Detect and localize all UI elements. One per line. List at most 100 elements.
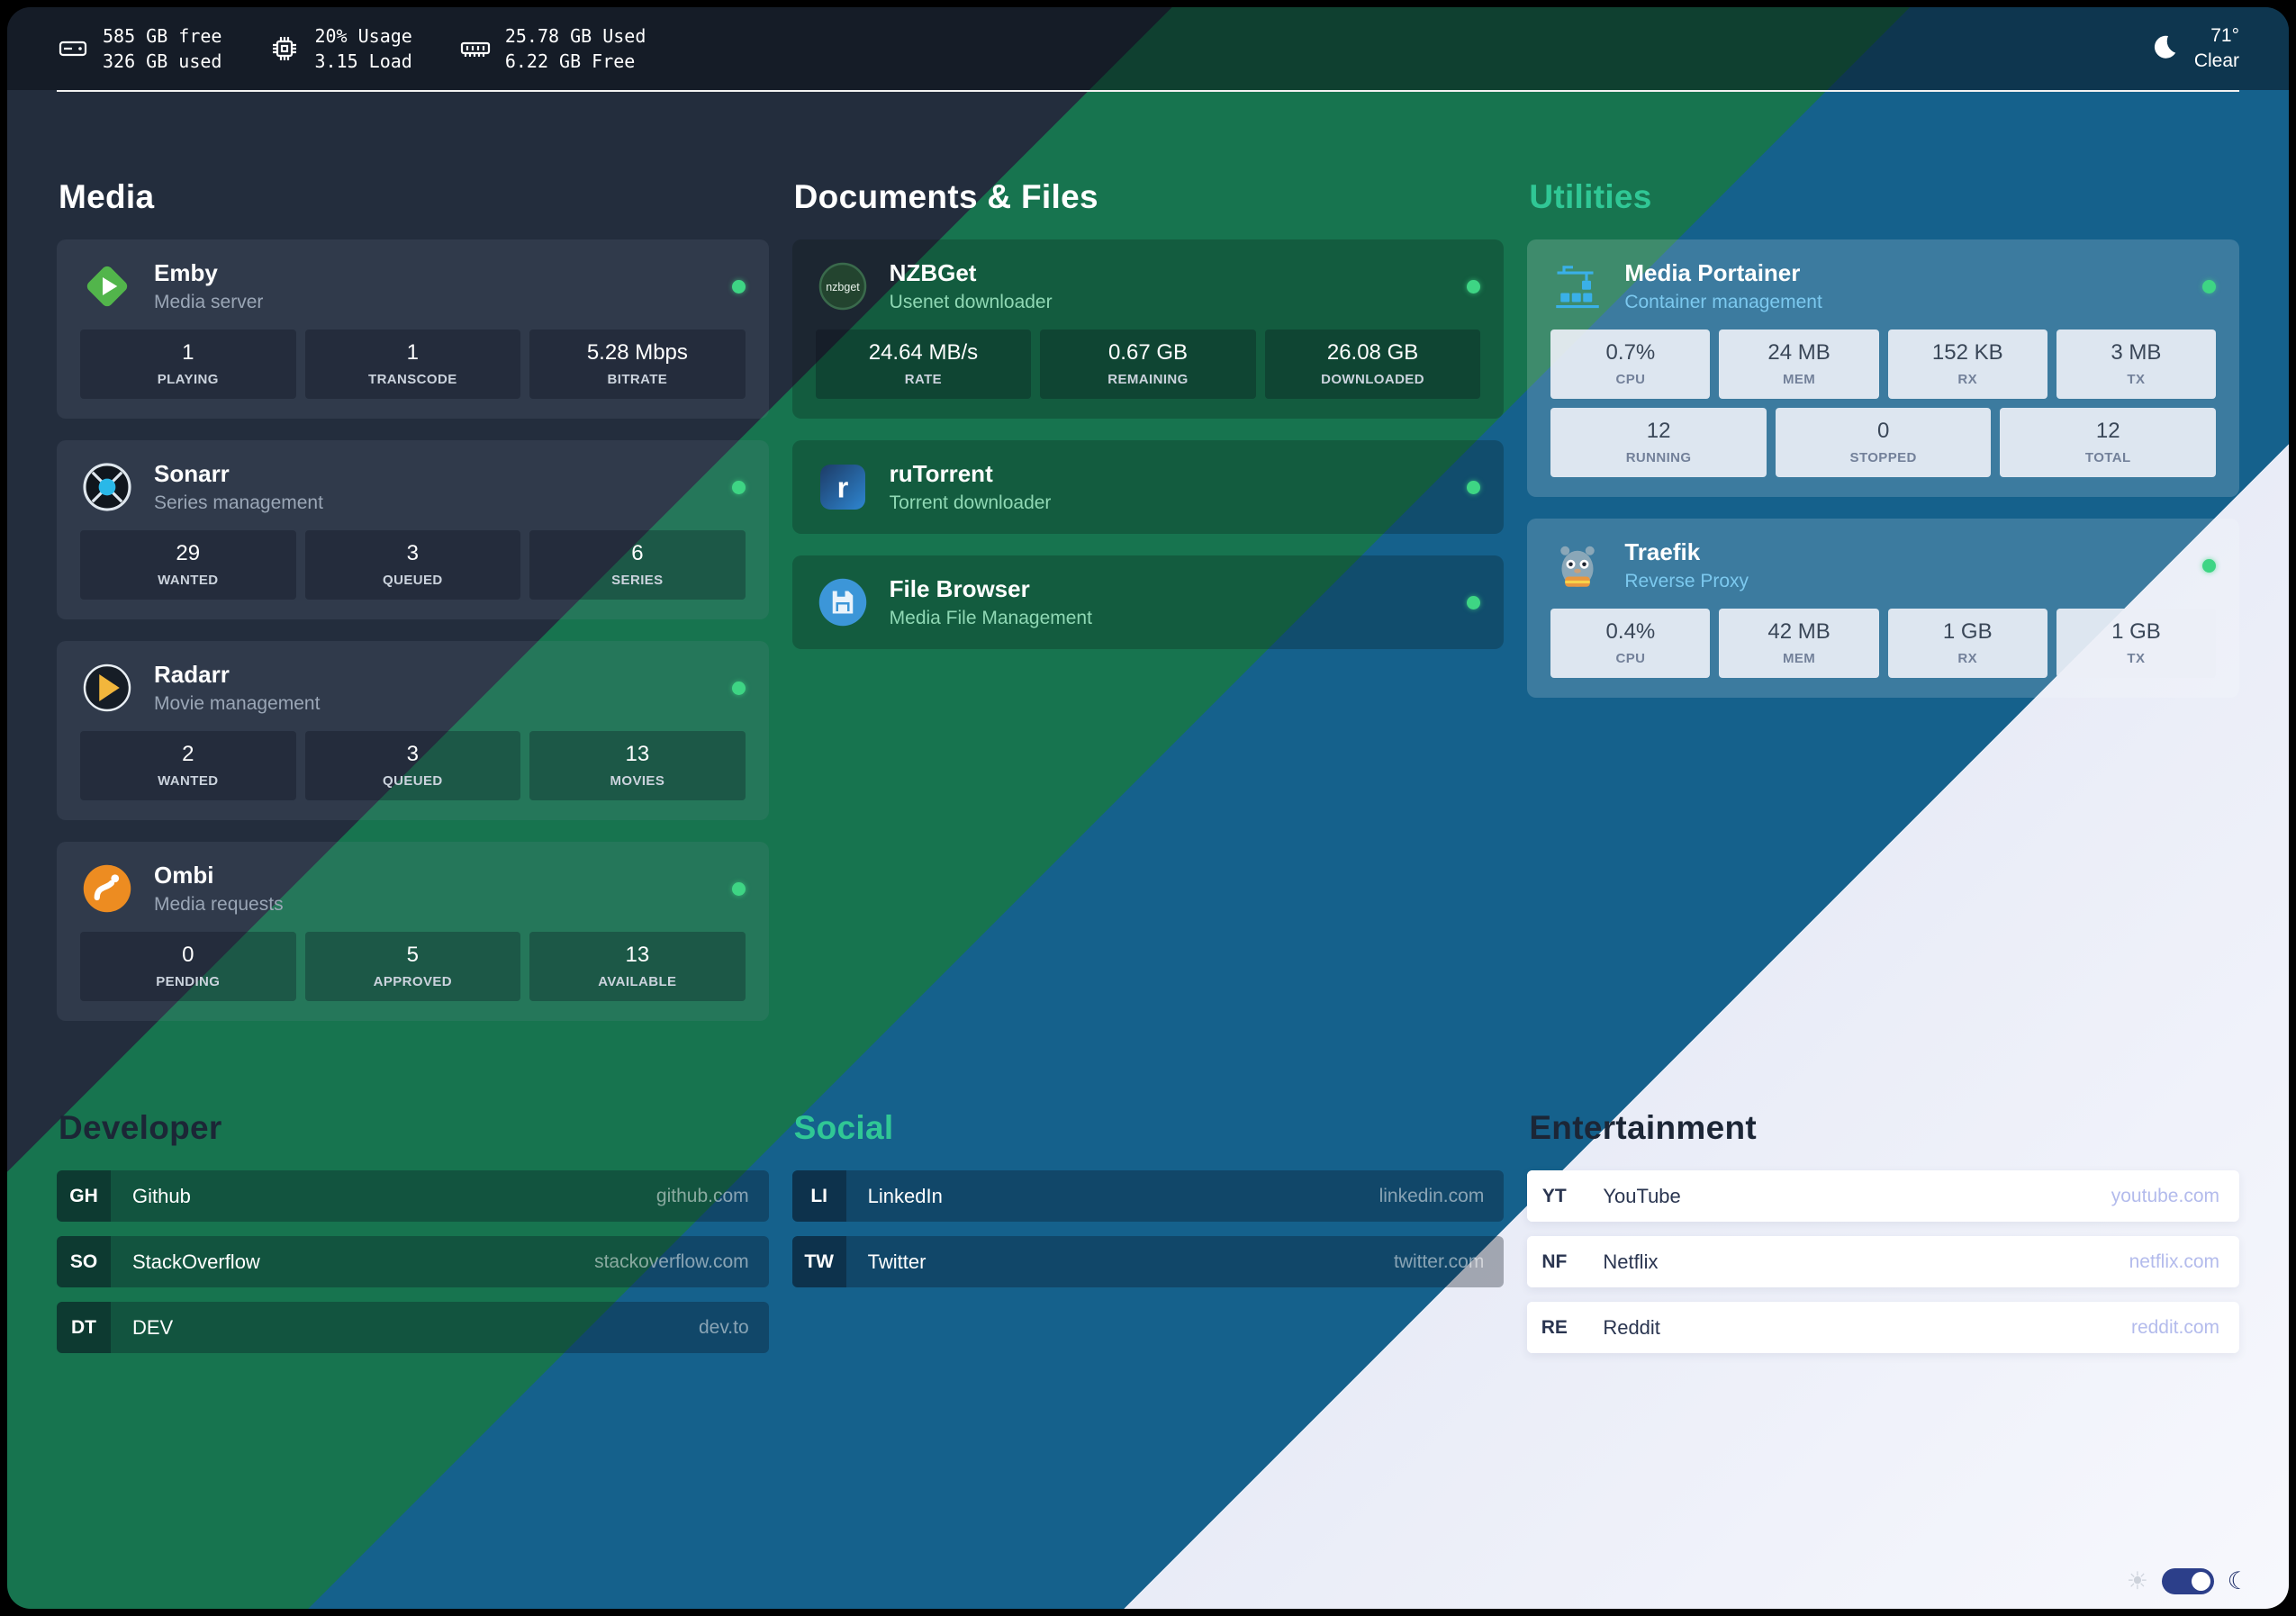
service-subtitle: Movie management — [154, 693, 321, 714]
svg-text:r: r — [836, 471, 848, 503]
link-abbr-badge: LI — [791, 1170, 846, 1222]
disk-stats-text: 585 GB free 326 GB used — [103, 23, 221, 74]
link-twitter[interactable]: TW Twitter twitter.com — [791, 1236, 1505, 1287]
status-dot — [1467, 279, 1481, 293]
stat-label: TX — [2127, 372, 2146, 387]
board: Media Emby Media server — [7, 92, 2289, 1368]
service-card-emby[interactable]: Emby Media server 1 PLAYING 1 TRANSCODE — [57, 239, 769, 419]
disk-used: 326 GB used — [103, 50, 222, 72]
section-heading-media: Media — [59, 178, 155, 215]
stat-value: 12 — [2095, 419, 2120, 443]
service-card-rutorrent[interactable]: r ruTorrent Torrent downloader — [791, 440, 1505, 534]
service-subtitle: Usenet downloader — [889, 292, 1053, 312]
stat-label: SERIES — [611, 573, 664, 588]
link-name: DEV — [132, 1315, 174, 1339]
link-stackoverflow[interactable]: SO StackOverflow stackoverflow.com — [57, 1236, 769, 1287]
stat-label: MEM — [1782, 372, 1816, 387]
stat-tile: 6 SERIES — [529, 530, 746, 600]
stat-tile: 42 MB MEM — [1719, 609, 1879, 678]
stat-label: RUNNING — [1625, 450, 1692, 465]
link-github[interactable]: GH Github github.com — [57, 1170, 769, 1222]
service-card-filebrowser[interactable]: File Browser Media File Management — [791, 555, 1505, 649]
stat-tile: 24 MB MEM — [1719, 330, 1879, 399]
stat-value: 24 MB — [1767, 340, 1830, 365]
link-abbr-badge: RE — [1527, 1302, 1582, 1353]
link-linkedin[interactable]: LI LinkedIn linkedin.com — [791, 1170, 1505, 1222]
stat-value: 152 KB — [1931, 340, 2003, 365]
stat-value: 1 — [406, 340, 419, 365]
cpu-usage: 20% Usage — [314, 25, 412, 47]
service-stats: 0 PENDING 5 APPROVED 13 AVAILABLE — [80, 932, 746, 1001]
service-title: Sonarr — [154, 460, 230, 487]
service-card-sonarr[interactable]: Sonarr Series management 29 WANTED 3 QUE… — [57, 440, 769, 619]
status-dot — [731, 279, 746, 293]
section-developer: Developer GH Github github.com SO StackO… — [57, 1109, 769, 1368]
stat-label: TX — [2127, 651, 2146, 666]
weather-condition: Clear — [2193, 50, 2239, 71]
service-subtitle: Reverse Proxy — [1624, 571, 1749, 591]
service-title: Ombi — [154, 862, 214, 889]
service-stats: 0.4% CPU 42 MB MEM 1 GB RX 1 GB — [1550, 609, 2216, 678]
service-subtitle: Container management — [1624, 292, 1822, 312]
service-stats: 1 PLAYING 1 TRANSCODE 5.28 Mbps BITRATE — [80, 330, 746, 399]
stat-value: 0 — [182, 943, 194, 967]
moon-icon[interactable]: ☾ — [2227, 1567, 2249, 1595]
stat-value: 5.28 Mbps — [586, 340, 688, 365]
stat-tile: 24.64 MB/s RATE — [815, 330, 1032, 399]
link-abbr-badge: DT — [57, 1302, 111, 1353]
sonarr-icon — [80, 460, 134, 514]
status-dot — [2202, 558, 2216, 573]
link-dev[interactable]: DT DEV dev.to — [57, 1302, 769, 1353]
link-name: Twitter — [867, 1250, 927, 1273]
sun-icon[interactable]: ☀ — [2126, 1567, 2148, 1595]
link-url: linkedin.com — [1379, 1185, 1485, 1206]
link-netflix[interactable]: NF Netflix netflix.com — [1527, 1236, 2239, 1287]
link-abbr-badge: SO — [57, 1236, 111, 1287]
stat-value: 12 — [1646, 419, 1671, 443]
link-name: LinkedIn — [867, 1184, 943, 1207]
status-dot — [1467, 595, 1481, 609]
ram-used: 25.78 GB Used — [504, 25, 646, 47]
stat-label: AVAILABLE — [598, 974, 677, 989]
service-card-portainer[interactable]: Media Portainer Container management 0.7… — [1527, 239, 2239, 497]
stat-label: REMAINING — [1107, 372, 1189, 387]
stat-label: QUEUED — [383, 773, 443, 789]
link-url: netflix.com — [2129, 1250, 2219, 1272]
stat-label: MOVIES — [610, 773, 665, 789]
service-title: File Browser — [889, 575, 1030, 602]
service-title: Traefik — [1624, 538, 1701, 565]
service-subtitle: Media requests — [154, 894, 284, 915]
stat-tile: 1 TRANSCODE — [304, 330, 521, 399]
stat-label: PENDING — [156, 974, 221, 989]
service-stats: 29 WANTED 3 QUEUED 6 SERIES — [80, 530, 746, 600]
status-dot — [2202, 279, 2216, 293]
theme-toggle: ☀ ☾ — [2127, 1568, 2249, 1594]
theme-switch[interactable] — [2161, 1568, 2214, 1594]
stat-tile: 2 WANTED — [80, 731, 296, 800]
stat-tile: 12 RUNNING — [1550, 408, 1767, 477]
stat-tile: 5 APPROVED — [304, 932, 521, 1001]
link-name: Github — [132, 1184, 191, 1207]
weather-text: 71° Clear — [2194, 23, 2239, 75]
link-youtube[interactable]: YT YouTube youtube.com — [1527, 1170, 2239, 1222]
stat-tile: 0 STOPPED — [1775, 408, 1992, 477]
stat-value: 26.08 GB — [1326, 340, 1419, 365]
link-reddit[interactable]: RE Reddit reddit.com — [1527, 1302, 2239, 1353]
stat-tile: 1 GB RX — [1887, 609, 2047, 678]
service-card-traefik[interactable]: Traefik Reverse Proxy 0.4% CPU 42 MB MEM — [1527, 519, 2239, 698]
service-card-radarr[interactable]: Radarr Movie management 2 WANTED 3 QUEUE… — [57, 641, 769, 820]
stat-tile: 3 QUEUED — [304, 530, 521, 600]
service-stats: 24.64 MB/s RATE 0.67 GB REMAINING 26.08 … — [815, 330, 1481, 399]
link-abbr-badge: NF — [1527, 1236, 1582, 1287]
service-subtitle: Torrent downloader — [889, 492, 1052, 513]
dashboard: 585 GB free 326 GB used 20% Usage 3.15 L… — [7, 7, 2289, 1609]
service-card-nzbget[interactable]: nzbget NZBGet Usenet downloader 24.64 MB… — [791, 239, 1505, 419]
service-card-ombi[interactable]: Ombi Media requests 0 PENDING 5 APPROVED — [57, 842, 769, 1021]
service-title: ruTorrent — [889, 460, 993, 487]
switch-knob — [2191, 1572, 2210, 1591]
service-stats: 12 RUNNING 0 STOPPED 12 TOTAL — [1550, 408, 2216, 477]
service-title: NZBGet — [889, 259, 977, 286]
stat-value: 5 — [406, 943, 419, 967]
stat-label: BITRATE — [607, 372, 668, 387]
section-utilities: Utilities — [1527, 178, 2239, 1043]
